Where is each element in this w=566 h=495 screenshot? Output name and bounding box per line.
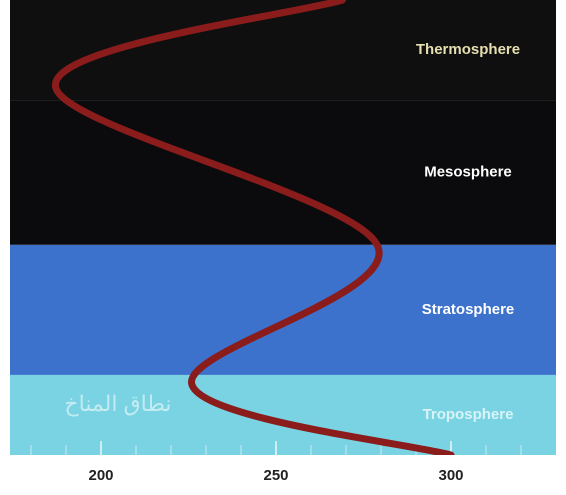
chart: نطاق المناخ Troposphere Stratosphere Mesos…	[0, 0, 566, 495]
x-tick-label: 250	[263, 467, 288, 484]
layer-label: Troposphere	[423, 406, 514, 423]
annotation: نطاق المناخ	[64, 391, 171, 416]
x-tick-label: 300	[438, 467, 463, 484]
layer-label: Thermosphere	[416, 41, 520, 58]
bands	[10, 0, 556, 455]
x-tick-label: 200	[88, 467, 113, 484]
layer-label: Mesosphere	[424, 163, 512, 180]
layer-label: Stratosphere	[422, 301, 515, 318]
